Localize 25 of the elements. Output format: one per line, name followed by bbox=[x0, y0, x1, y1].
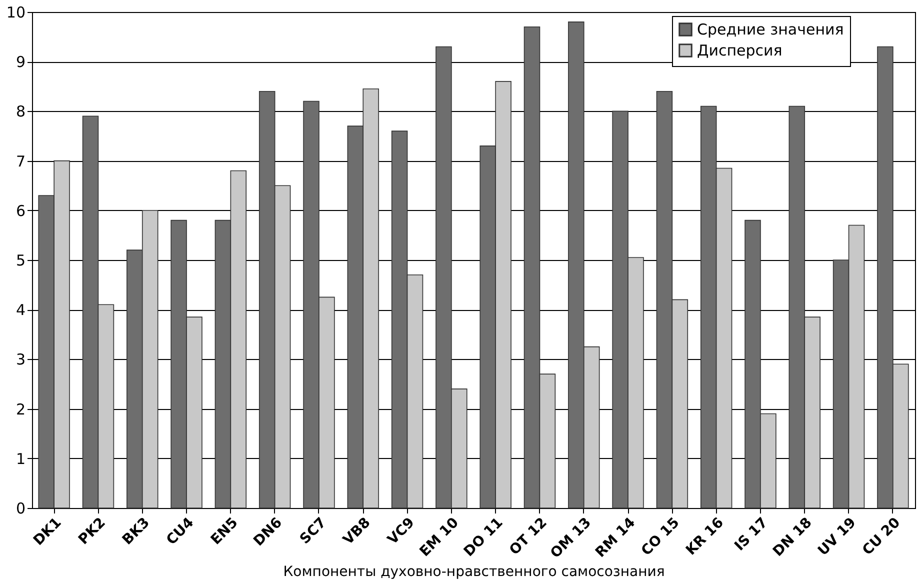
y-tick-label: 10 bbox=[6, 4, 26, 22]
y-tick-label: 2 bbox=[16, 400, 26, 418]
y-tick-label: 1 bbox=[16, 450, 26, 468]
x-tick-label: UV 19 bbox=[815, 514, 860, 560]
x-tick-label: OM 13 bbox=[548, 514, 594, 562]
x-tick-label: EM 10 bbox=[416, 514, 462, 560]
y-tick-label: 4 bbox=[16, 301, 26, 320]
x-tick-label: RM 14 bbox=[592, 514, 639, 561]
y-tick-label: 6 bbox=[16, 202, 26, 220]
x-tick-label: CO 15 bbox=[638, 514, 683, 560]
y-tick-label: 0 bbox=[16, 500, 26, 518]
x-tick-label: OT 12 bbox=[506, 514, 550, 558]
y-tick-label: 7 bbox=[16, 152, 26, 170]
x-tick-label: IS 17 bbox=[732, 514, 772, 554]
legend-label: Средние значения bbox=[697, 20, 844, 38]
x-tick-label: CU 20 bbox=[860, 514, 904, 559]
legend-label: Дисперсия bbox=[697, 42, 782, 60]
y-tick-label: 5 bbox=[16, 252, 26, 270]
x-tick-label: DN 18 bbox=[770, 514, 816, 560]
y-tick-label: 3 bbox=[16, 350, 26, 369]
y-tick-label: 9 bbox=[16, 53, 26, 72]
x-tick-label: DO 11 bbox=[461, 514, 506, 560]
x-tick-label: KR 16 bbox=[683, 514, 727, 559]
x-axis-title: Компоненты духовно-нравственного самосознания bbox=[283, 564, 665, 580]
y-tick-label: 8 bbox=[16, 102, 26, 121]
